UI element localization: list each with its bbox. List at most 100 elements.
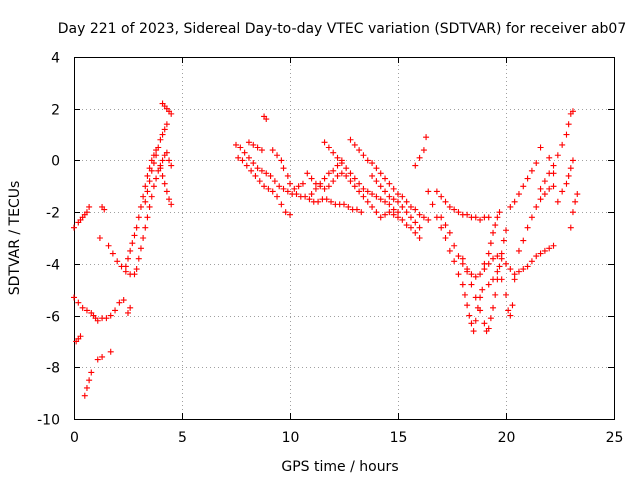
data-point [468, 271, 475, 278]
data-point [412, 206, 419, 213]
data-point [144, 188, 151, 195]
data-point [153, 175, 160, 182]
data-point [395, 198, 401, 205]
data-point [459, 260, 466, 267]
data-point [490, 229, 497, 236]
y-tick-label: -2 [46, 206, 60, 222]
data-point [541, 247, 548, 254]
y-tick-label: 0 [51, 154, 60, 170]
data-point [515, 268, 522, 275]
data-point [451, 242, 458, 249]
data-point [248, 167, 255, 174]
data-point [416, 235, 423, 241]
data-point [265, 185, 272, 192]
data-point [107, 348, 114, 355]
data-point [353, 206, 360, 213]
data-point [377, 196, 384, 203]
data-point [282, 209, 289, 216]
data-point [233, 141, 239, 148]
data-point [163, 188, 170, 195]
data-point [88, 369, 95, 376]
data-point [507, 266, 514, 273]
series-early-3 [73, 203, 134, 399]
chart-title: Day 221 of 2023, Sidereal Day-to-day VTE… [58, 21, 627, 37]
y-tick-label: 4 [51, 51, 60, 67]
data-point [520, 183, 527, 190]
data-point [390, 206, 397, 213]
data-point [407, 203, 414, 210]
data-point [369, 203, 376, 210]
data-point [429, 201, 436, 208]
data-point [86, 377, 93, 384]
data-point [137, 245, 144, 252]
data-point [81, 211, 88, 218]
x-tick-label: 0 [70, 430, 79, 446]
data-point [451, 258, 458, 265]
data-point [503, 260, 509, 267]
data-point [416, 211, 423, 218]
data-point [466, 312, 473, 319]
series-late-2 [537, 108, 581, 231]
data-point [347, 178, 354, 185]
data-point [373, 193, 380, 200]
data-point [382, 198, 389, 205]
data-point [382, 175, 389, 182]
data-point [498, 250, 505, 257]
data-point [274, 152, 281, 159]
data-point [386, 201, 393, 208]
data-point [150, 183, 157, 190]
data-point [137, 203, 144, 210]
data-point [537, 250, 544, 257]
data-point [280, 165, 287, 172]
data-point [351, 175, 358, 182]
data-point [569, 157, 576, 164]
data-point [252, 172, 259, 179]
data-point [442, 235, 449, 241]
plot-frame [74, 57, 615, 420]
data-point [299, 180, 306, 187]
data-point [412, 229, 419, 236]
y-axis-label: SDTVAR / TECUs [7, 181, 23, 296]
data-point [358, 209, 365, 216]
data-point [161, 180, 168, 187]
data-point [509, 302, 516, 309]
data-point [241, 149, 248, 156]
data-point [276, 183, 283, 190]
data-point [274, 193, 281, 200]
data-point [382, 211, 389, 218]
data-point [131, 271, 138, 278]
data-point [446, 247, 453, 254]
data-point [498, 276, 505, 283]
data-point [343, 172, 350, 179]
data-point [438, 224, 445, 231]
data-point [254, 165, 261, 172]
data-point [481, 266, 488, 273]
data-point [498, 255, 505, 262]
data-point [148, 167, 155, 174]
data-point [347, 136, 354, 143]
data-point [494, 214, 501, 221]
data-point [373, 165, 380, 172]
series-mid-1 [233, 141, 365, 216]
data-point [245, 139, 252, 146]
data-point [263, 116, 270, 123]
data-point [546, 185, 553, 192]
data-point [308, 191, 315, 198]
data-point [237, 144, 244, 151]
data-point [390, 211, 397, 218]
data-point [293, 191, 300, 198]
data-point [129, 240, 136, 247]
data-point [133, 266, 140, 273]
data-point [79, 304, 86, 311]
data-point [496, 263, 503, 270]
data-point [308, 175, 315, 182]
data-point [245, 154, 252, 161]
x-axis-label: GPS time / hours [281, 459, 398, 475]
data-point [144, 214, 151, 221]
data-point [321, 185, 328, 192]
series-early-2 [71, 294, 127, 324]
series-mid-3 [304, 170, 423, 241]
data-point [416, 224, 423, 231]
y-tick-label: -8 [46, 361, 60, 377]
data-point [280, 185, 287, 192]
